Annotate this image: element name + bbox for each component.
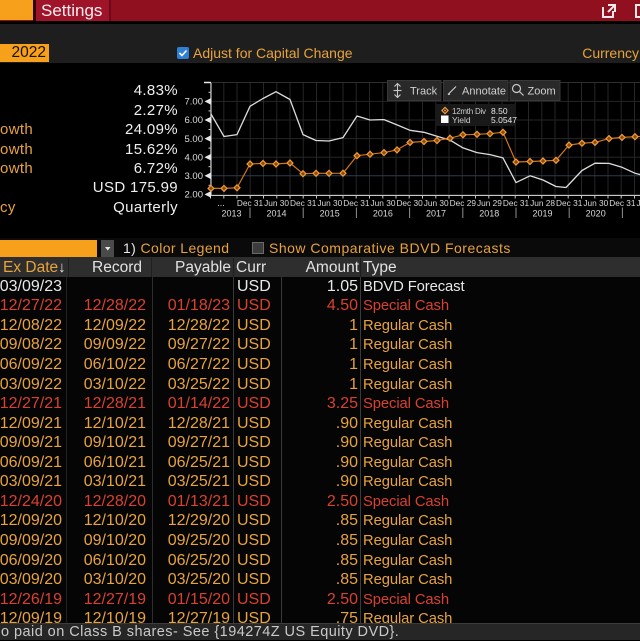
svg-text:Jun 28: Jun 28	[530, 198, 555, 208]
svg-text:Jun 30: Jun 30	[371, 198, 396, 208]
svg-text:3.00: 3.00	[185, 171, 204, 182]
svg-text:2.00: 2.00	[185, 190, 204, 201]
svg-text:2018: 2018	[479, 209, 499, 219]
svg-text:Dec 31: Dec 31	[609, 198, 636, 208]
svg-text:6.00: 6.00	[185, 115, 204, 126]
svg-text:Jun 30: Jun 30	[583, 198, 608, 208]
svg-text:12mth Div: 12mth Div	[452, 107, 486, 116]
svg-text:Jun 30: Jun 30	[637, 198, 640, 208]
svg-text:2020: 2020	[586, 209, 606, 219]
svg-text:Dec 31: Dec 31	[290, 198, 317, 208]
svg-text:7.00: 7.00	[185, 97, 204, 108]
svg-text:Jun 30: Jun 30	[424, 198, 449, 208]
svg-text:Dec 29: Dec 29	[450, 198, 477, 208]
svg-text:Annotate: Annotate	[462, 86, 506, 98]
svg-text:Jun 29: Jun 29	[477, 198, 502, 208]
svg-text:Dec 31: Dec 31	[343, 198, 370, 208]
svg-text:2013: 2013	[221, 209, 241, 219]
svg-text:Dec 31: Dec 31	[503, 198, 530, 208]
svg-text:2014: 2014	[266, 209, 286, 219]
svg-text:Jun 30: Jun 30	[317, 198, 342, 208]
svg-text:5.0547: 5.0547	[491, 115, 517, 125]
svg-text:2015: 2015	[320, 209, 340, 219]
svg-text:Dec 31: Dec 31	[237, 198, 264, 208]
svg-text:2017: 2017	[426, 209, 446, 219]
svg-text:Zoom: Zoom	[528, 86, 556, 98]
svg-text:2016: 2016	[373, 209, 393, 219]
svg-text:8.50: 8.50	[491, 106, 508, 116]
svg-text:Dec 30: Dec 30	[396, 198, 423, 208]
svg-text:Track: Track	[410, 86, 438, 98]
svg-text:Yield: Yield	[452, 115, 471, 125]
svg-text:4.00: 4.00	[185, 152, 204, 163]
svg-text:...: ...	[217, 198, 225, 208]
svg-text:Jun 30: Jun 30	[264, 198, 289, 208]
svg-text:Dec 31: Dec 31	[556, 198, 583, 208]
svg-text:5.00: 5.00	[185, 134, 204, 145]
svg-text:2019: 2019	[532, 209, 552, 219]
